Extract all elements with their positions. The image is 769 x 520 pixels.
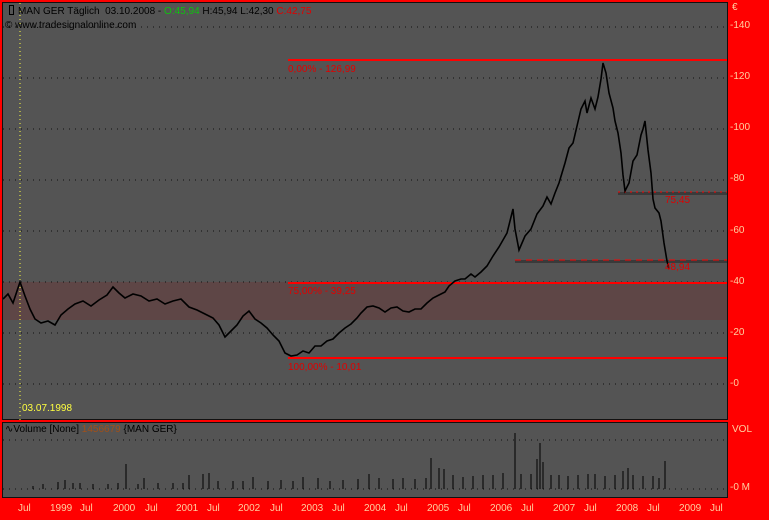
high-value: H:45,94 [202, 6, 238, 17]
x-tick: Jul [521, 503, 534, 514]
y-tick-20: -20 [730, 327, 745, 338]
price-line [3, 62, 670, 357]
x-tick: 2008 [616, 503, 639, 514]
y-tick-80: -80 [730, 173, 745, 184]
y-tick-60: -60 [730, 225, 745, 236]
x-tick: 2007 [553, 503, 576, 514]
volume-value: 1456679 [81, 424, 121, 435]
level-label-75-45: 75,45 [665, 195, 691, 206]
fib-label-0: 0,00% - 126,99 [288, 64, 356, 75]
y-tick-140: -140 [730, 20, 751, 31]
chart-header: MAN GER Täglich 03.10.2008 - O:45,94 H:4… [9, 5, 311, 17]
fib-label-75: 75,00% - 39,25 [288, 286, 356, 297]
x-tick: Jul [395, 503, 408, 514]
x-tick: Jul [18, 503, 31, 514]
open-value: O:45,94 [164, 6, 200, 17]
x-tick: 2005 [427, 503, 450, 514]
low-value: L:42,30 [240, 6, 274, 17]
x-tick: Jul [270, 503, 283, 514]
volume-header: ∿Volume [None] 1456679 {MAN GER} [5, 424, 177, 435]
close-value: C:42,75 [276, 6, 312, 17]
x-tick: Jul [145, 503, 158, 514]
x-tick: 2002 [238, 503, 261, 514]
x-tick: 2009 [679, 503, 702, 514]
x-tick: Jul [584, 503, 597, 514]
fib-label-100: 100,00% - 10,01 [288, 362, 362, 373]
y-tick-40: -40 [730, 276, 745, 287]
x-tick: 2003 [301, 503, 324, 514]
x-tick: Jul [207, 503, 220, 514]
x-tick: 2000 [113, 503, 136, 514]
copyright-text: © www.tradesignalonline.com [5, 20, 137, 31]
x-tick: Jul [80, 503, 93, 514]
x-tick: 2006 [490, 503, 513, 514]
y-tick-100: -100 [730, 122, 751, 133]
x-tick: Jul [458, 503, 471, 514]
y-tick-120: -120 [730, 71, 751, 82]
level-label-48-94: 48,94 [665, 262, 691, 273]
date-marker-label: 03.07.1998 [22, 403, 73, 414]
chart-date: 03.10.2008 [105, 6, 156, 17]
volume-symbol: {MAN GER} [123, 424, 177, 435]
fib-band [3, 282, 727, 320]
volume-bars [32, 433, 666, 489]
y-tick-0: -0 [730, 378, 739, 389]
x-tick: Jul [647, 503, 660, 514]
volume-pane[interactable]: ∿Volume [None] 1456679 {MAN GER} [2, 422, 728, 498]
x-tick: Jul [710, 503, 723, 514]
indicator-wave-icon: ∿ [5, 424, 14, 435]
gridlines [3, 26, 727, 385]
volume-title: Volume [None] [13, 424, 79, 435]
x-tick: 2001 [176, 503, 199, 514]
currency-label: € [732, 2, 738, 13]
volume-axis-label: VOL [732, 424, 753, 435]
volume-chart-svg [3, 433, 727, 490]
x-tick: Jul [332, 503, 345, 514]
candlestick-icon [9, 5, 14, 15]
chart-title: MAN GER Täglich [18, 6, 100, 17]
price-chart-svg [3, 3, 727, 421]
x-tick: 1999 [50, 503, 73, 514]
x-tick: 2004 [364, 503, 387, 514]
volume-axis-zero: -0 M [730, 482, 751, 493]
price-chart-pane[interactable]: MAN GER Täglich 03.10.2008 - O:45,94 H:4… [2, 2, 728, 421]
